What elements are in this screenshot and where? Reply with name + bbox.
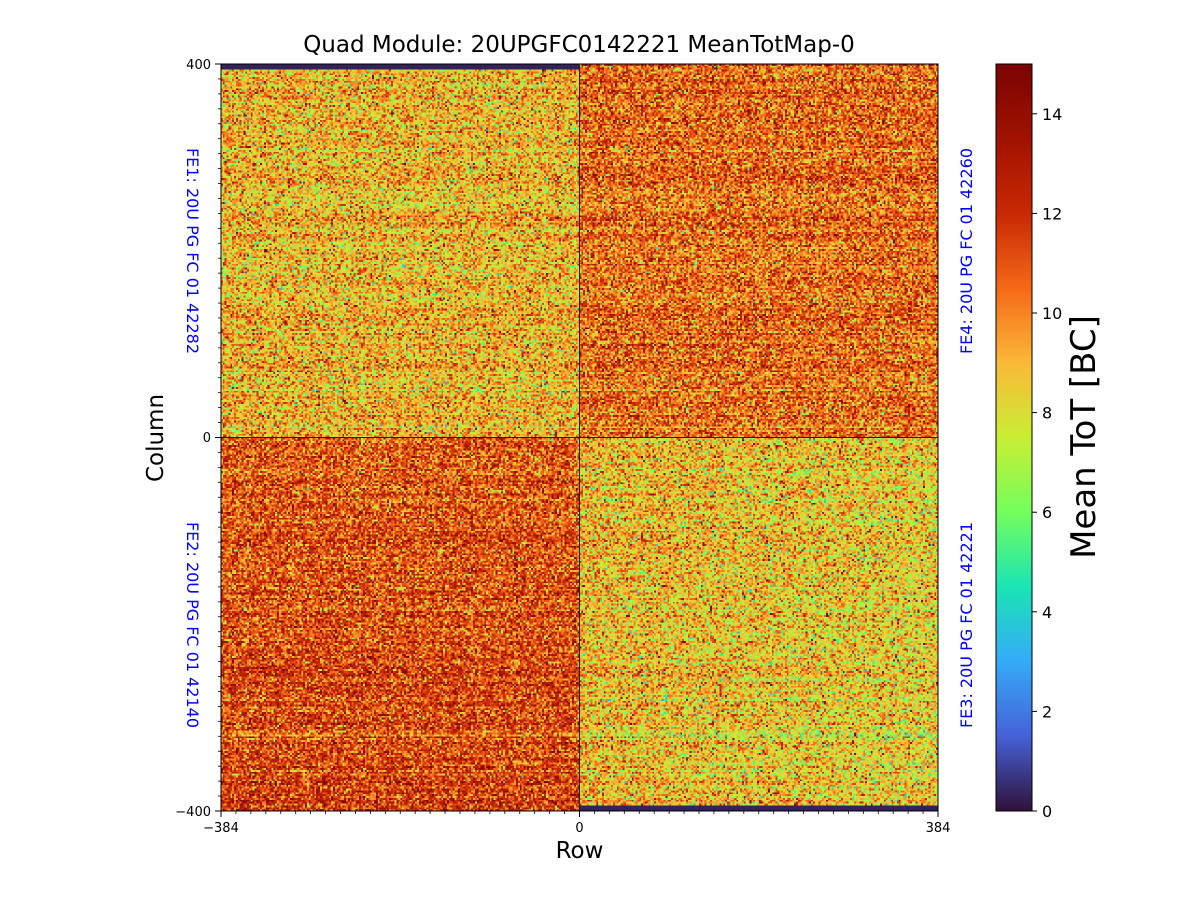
x-tick-label: 0 xyxy=(575,821,583,836)
fe3-label: FE3: 20U PG FC 01 42221 xyxy=(957,522,976,728)
colorbar-tick-label: 0 xyxy=(1042,802,1052,821)
minor-ticks xyxy=(218,78,924,814)
colorbar-title: Mean ToT [BC] xyxy=(1064,315,1104,559)
fe2-label: FE2: 20U PG FC 01 42140 xyxy=(183,522,202,728)
y-tick-label: 0 xyxy=(203,431,211,446)
colorbar-frame xyxy=(995,63,1033,812)
y-tick-label: 400 xyxy=(186,58,211,73)
colorbar-tick-label: 8 xyxy=(1042,404,1052,423)
colorbar-ticks: 0 2 4 6 8 10 12 14 xyxy=(1032,105,1062,821)
x-axis-title: Row xyxy=(556,838,604,864)
y-axis-title: Column xyxy=(143,394,169,482)
fe4-label: FE4: 20U PG FC 01 42260 xyxy=(957,148,976,354)
colorbar-tick-label: 10 xyxy=(1042,304,1062,323)
colorbar-tick-label: 14 xyxy=(1042,105,1062,124)
colorbar-tick-label: 6 xyxy=(1042,503,1052,522)
colorbar-tick-label: 4 xyxy=(1042,603,1052,622)
y-tick-label: −400 xyxy=(175,805,211,820)
x-tick-label: 384 xyxy=(926,821,951,836)
colorbar-tick-label: 2 xyxy=(1042,702,1052,721)
colorbar-gradient xyxy=(996,64,1032,811)
fe1-label: FE1: 20U PG FC 01 42282 xyxy=(183,148,202,354)
chart-title: Quad Module: 20UPGFC0142221 MeanTotMap-0 xyxy=(303,32,855,58)
x-tick-label: −384 xyxy=(203,821,239,836)
colorbar-tick-label: 12 xyxy=(1042,204,1062,223)
